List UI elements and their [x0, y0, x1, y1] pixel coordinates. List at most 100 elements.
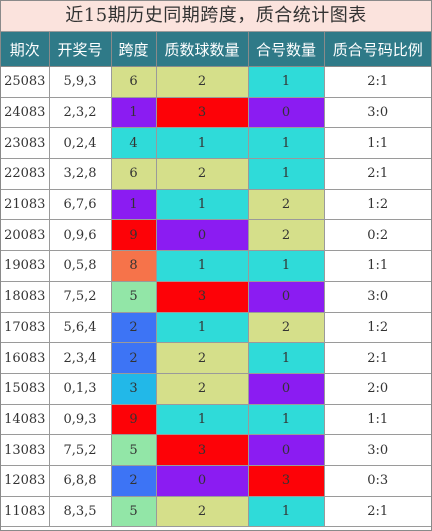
- table-row: 12083 6,8,8 2 0 3 0:3: [1, 464, 431, 497]
- cell-ratio: 1:2: [323, 188, 431, 221]
- cell-span: 1: [110, 96, 157, 129]
- cell-numbers: 0,9,6: [48, 219, 112, 252]
- cell-prime-count: 0: [155, 464, 249, 497]
- cell-composite-count: 2: [247, 311, 325, 344]
- cell-ratio: 2:1: [323, 342, 431, 374]
- table-row: 22083 3,2,8 6 2 1 2:1: [1, 158, 431, 190]
- cell-issue: 15083: [1, 372, 50, 405]
- cell-prime-count: 3: [155, 434, 249, 466]
- cell-ratio: 0:2: [323, 219, 431, 252]
- cell-prime-count: 2: [155, 342, 249, 374]
- cell-ratio: 1:2: [323, 311, 431, 344]
- cell-span: 9: [110, 219, 157, 252]
- cell-prime-count: 2: [155, 158, 249, 190]
- cell-issue: 12083: [1, 464, 50, 497]
- cell-issue: 17083: [1, 311, 50, 344]
- header-ratio: 质合号码比例: [323, 32, 431, 67]
- cell-composite-count: 0: [247, 280, 325, 313]
- cell-ratio: 3:0: [323, 434, 431, 466]
- cell-span: 2: [110, 311, 157, 344]
- table-row: 21083 6,7,6 1 1 2 1:2: [1, 188, 431, 221]
- cell-prime-count: 1: [155, 127, 249, 160]
- cell-span: 6: [110, 66, 157, 98]
- cell-prime-count: 3: [155, 280, 249, 313]
- table-row: 19083 0,5,8 8 1 1 1:1: [1, 250, 431, 282]
- table-body: 25083 5,9,3 6 2 1 2:1 24083 2,3,2 1 3 0 3:0 23083 0,2…: [1, 66, 431, 528]
- cell-composite-count: 0: [247, 96, 325, 129]
- table-row: 23083 0,2,4 4 1 1 1:1: [1, 127, 431, 160]
- cell-prime-count: 1: [155, 250, 249, 282]
- table-row: 17083 5,6,4 2 1 2 1:2: [1, 311, 431, 344]
- header-composite-count: 合号数量: [247, 32, 325, 67]
- cell-issue: 14083: [1, 403, 50, 436]
- cell-issue: 21083: [1, 188, 50, 221]
- table-row: 20083 0,9,6 9 0 2 0:2: [1, 219, 431, 252]
- cell-prime-count: 1: [155, 311, 249, 344]
- cell-ratio: 2:0: [323, 372, 431, 405]
- cell-span: 3: [110, 372, 157, 405]
- cell-numbers: 7,5,2: [48, 280, 112, 313]
- cell-ratio: 2:1: [323, 66, 431, 98]
- cell-span: 5: [110, 495, 157, 528]
- cell-prime-count: 1: [155, 188, 249, 221]
- cell-prime-count: 0: [155, 219, 249, 252]
- cell-composite-count: 1: [247, 495, 325, 528]
- cell-ratio: 0:3: [323, 464, 431, 497]
- cell-prime-count: 3: [155, 96, 249, 129]
- table-row: 25083 5,9,3 6 2 1 2:1: [1, 66, 431, 98]
- cell-issue: 20083: [1, 219, 50, 252]
- cell-numbers: 0,5,8: [48, 250, 112, 282]
- cell-composite-count: 2: [247, 219, 325, 252]
- cell-issue: 18083: [1, 280, 50, 313]
- cell-numbers: 2,3,2: [48, 96, 112, 129]
- page-title: 近15期历史同期跨度，质合统计图表: [1, 1, 431, 32]
- cell-numbers: 5,9,3: [48, 66, 112, 98]
- cell-numbers: 3,2,8: [48, 158, 112, 190]
- cell-span: 5: [110, 280, 157, 313]
- cell-span: 4: [110, 127, 157, 160]
- table-row: 14083 0,9,3 9 1 1 1:1: [1, 403, 431, 436]
- cell-prime-count: 2: [155, 66, 249, 98]
- cell-composite-count: 1: [247, 127, 325, 160]
- cell-issue: 19083: [1, 250, 50, 282]
- cell-ratio: 1:1: [323, 250, 431, 282]
- cell-span: 1: [110, 188, 157, 221]
- cell-prime-count: 2: [155, 372, 249, 405]
- cell-numbers: 0,2,4: [48, 127, 112, 160]
- table-row: 11083 8,3,5 5 2 1 2:1: [1, 495, 431, 528]
- table-row: 18083 7,5,2 5 3 0 3:0: [1, 280, 431, 313]
- cell-composite-count: 0: [247, 434, 325, 466]
- cell-ratio: 1:1: [323, 403, 431, 436]
- cell-composite-count: 1: [247, 342, 325, 374]
- cell-span: 6: [110, 158, 157, 190]
- header-prime-count: 质数球数量: [155, 32, 249, 67]
- cell-issue: 11083: [1, 495, 50, 528]
- cell-numbers: 0,1,3: [48, 372, 112, 405]
- cell-issue: 24083: [1, 96, 50, 129]
- cell-issue: 23083: [1, 127, 50, 160]
- cell-span: 9: [110, 403, 157, 436]
- cell-prime-count: 1: [155, 403, 249, 436]
- header-span: 跨度: [110, 32, 157, 67]
- cell-composite-count: 1: [247, 66, 325, 98]
- cell-composite-count: 0: [247, 372, 325, 405]
- table-header-row: 期次 开奖号 跨度 质数球数量 合号数量 质合号码比例: [1, 32, 431, 67]
- cell-prime-count: 2: [155, 495, 249, 528]
- cell-numbers: 7,5,2: [48, 434, 112, 466]
- cell-ratio: 1:1: [323, 127, 431, 160]
- cell-issue: 13083: [1, 434, 50, 466]
- cell-composite-count: 1: [247, 158, 325, 190]
- cell-numbers: 5,6,4: [48, 311, 112, 344]
- table-row: 24083 2,3,2 1 3 0 3:0: [1, 96, 431, 129]
- cell-composite-count: 1: [247, 250, 325, 282]
- cell-ratio: 2:1: [323, 158, 431, 190]
- cell-numbers: 6,8,8: [48, 464, 112, 497]
- cell-issue: 25083: [1, 66, 50, 98]
- cell-span: 5: [110, 434, 157, 466]
- cell-composite-count: 2: [247, 188, 325, 221]
- cell-issue: 22083: [1, 158, 50, 190]
- cell-numbers: 6,7,6: [48, 188, 112, 221]
- cell-ratio: 3:0: [323, 280, 431, 313]
- cell-span: 2: [110, 464, 157, 497]
